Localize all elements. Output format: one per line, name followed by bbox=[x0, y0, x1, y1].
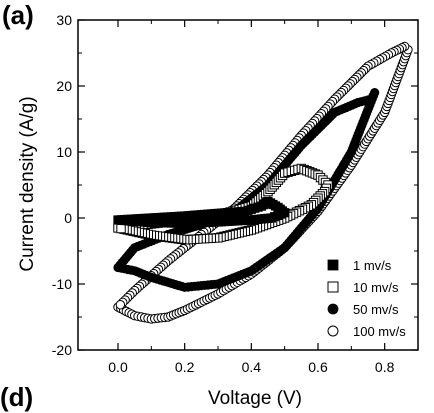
y-tick-label: -20 bbox=[52, 342, 72, 358]
y-axis-title: Current density (A/g) bbox=[17, 96, 38, 271]
legend-label: 50 mv/s bbox=[353, 302, 399, 317]
y-tick-label: 20 bbox=[56, 78, 72, 94]
x-axis-title: Voltage (V) bbox=[208, 388, 302, 409]
panel-label-d: (d) bbox=[0, 382, 33, 412]
series-1-mv-s bbox=[113, 196, 290, 228]
panel-label-a: (a) bbox=[2, 0, 34, 30]
data-point bbox=[115, 260, 125, 270]
y-tick-label: 30 bbox=[56, 12, 72, 28]
x-tick-label: 0.4 bbox=[242, 359, 262, 375]
legend-marker-1 bbox=[327, 281, 339, 293]
legend-marker-0 bbox=[327, 259, 339, 271]
data-point bbox=[115, 300, 126, 310]
data-point bbox=[116, 215, 126, 225]
legend-label: 10 mv/s bbox=[353, 280, 399, 295]
legend-marker-3 bbox=[327, 325, 339, 337]
x-tick-label: 0.6 bbox=[308, 359, 328, 375]
series-50-mv-s bbox=[113, 88, 380, 292]
data-point bbox=[116, 223, 126, 234]
legend-label: 100 mv/s bbox=[353, 324, 406, 339]
y-tick-label: 10 bbox=[56, 144, 72, 160]
y-tick-label: 0 bbox=[64, 210, 72, 226]
legend-marker-2 bbox=[327, 303, 339, 315]
x-tick-label: 0.8 bbox=[375, 359, 395, 375]
x-tick-label: 0.2 bbox=[175, 359, 195, 375]
legend-label: 1 mv/s bbox=[353, 258, 392, 273]
x-tick-label: 0.0 bbox=[108, 359, 128, 375]
y-tick-label: -10 bbox=[52, 276, 72, 292]
